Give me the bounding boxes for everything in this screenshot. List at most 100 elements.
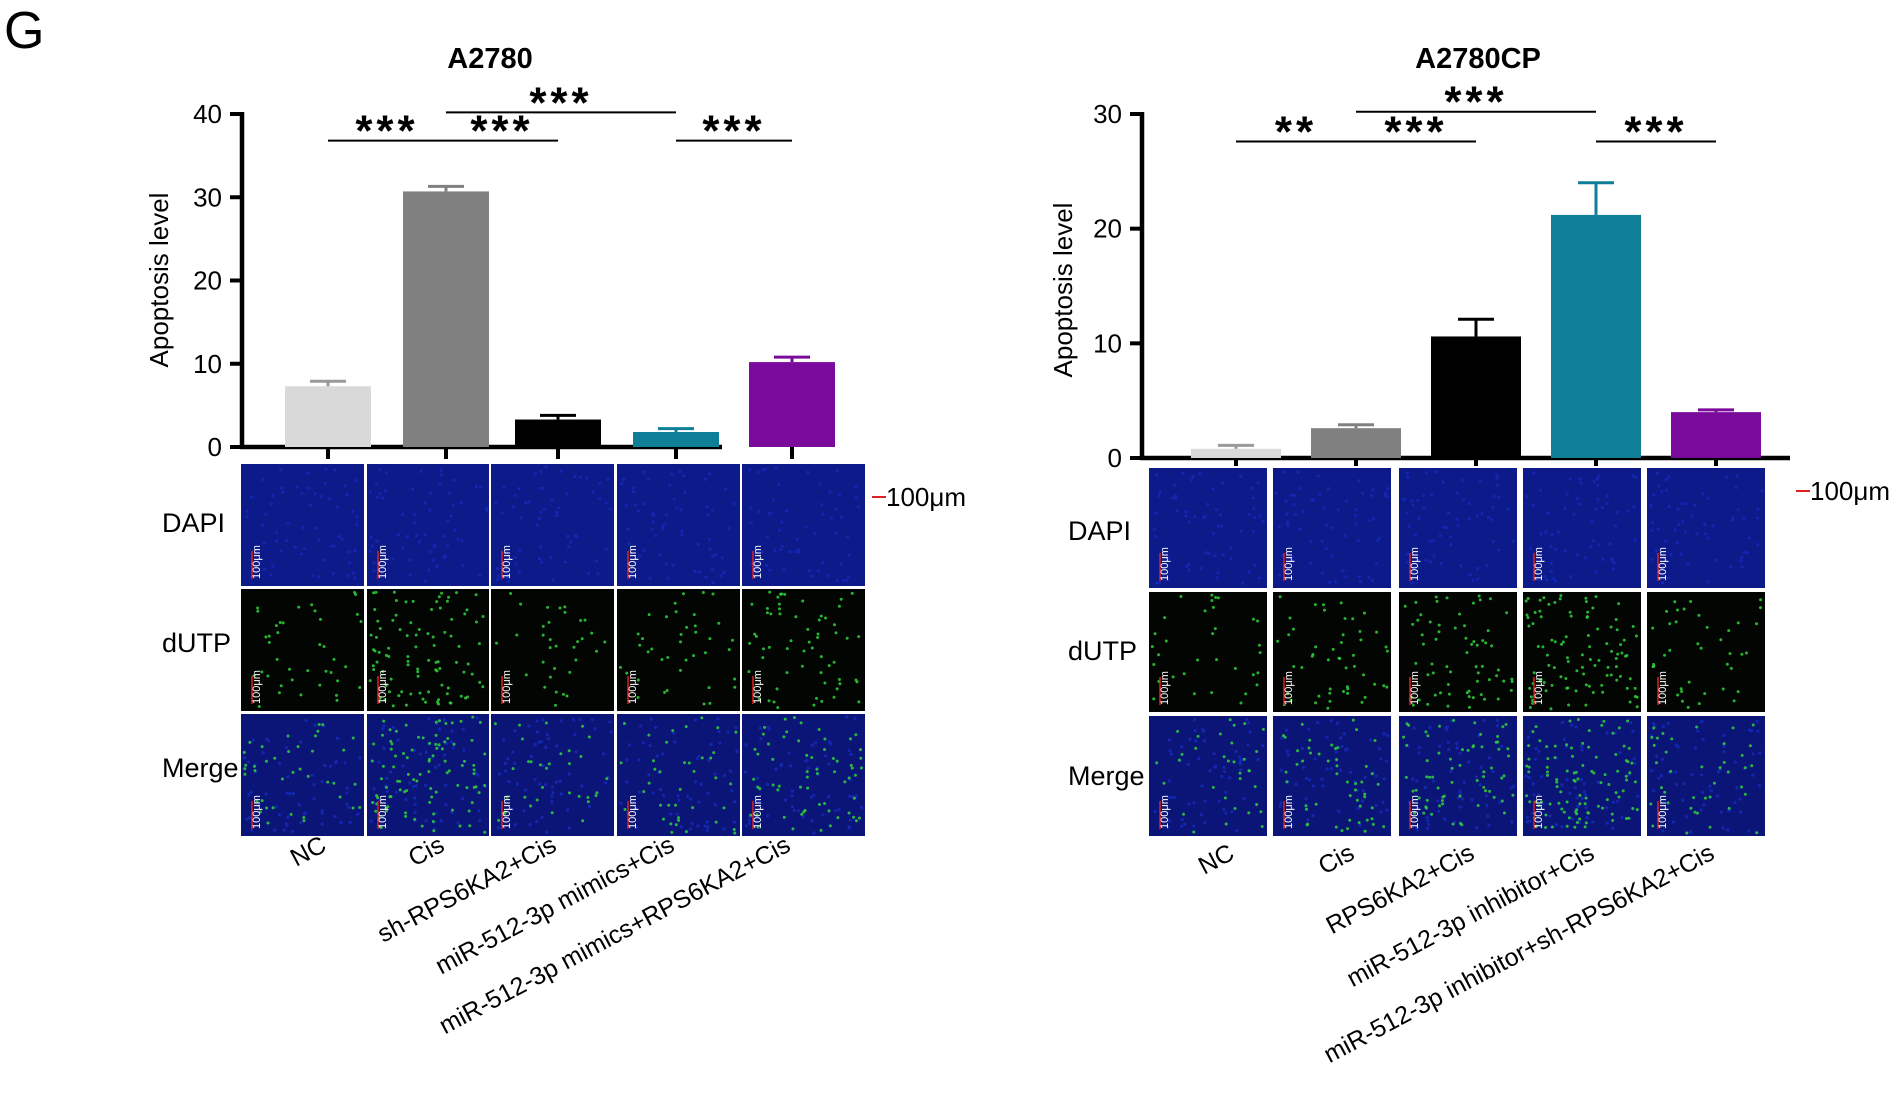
apoptotic-dot xyxy=(1719,638,1723,642)
micrograph-merge-3: 100μm xyxy=(489,712,616,838)
nucleus-dot xyxy=(1738,797,1742,801)
apoptotic-dot xyxy=(396,779,400,783)
apoptotic-dot xyxy=(1471,601,1475,605)
apoptotic-dot xyxy=(374,635,378,639)
nucleus-dot xyxy=(503,761,508,765)
nucleus-dot xyxy=(533,743,537,747)
apoptotic-dot xyxy=(858,748,862,752)
nucleus-dot xyxy=(1368,738,1373,742)
nucleus-dot xyxy=(1669,553,1673,557)
apoptotic-dot xyxy=(1572,778,1576,782)
nucleus-dot xyxy=(1736,508,1740,512)
nucleus-dot xyxy=(269,502,274,506)
nucleus-dot xyxy=(452,478,456,482)
apoptotic-dot xyxy=(1509,688,1513,692)
apoptotic-dot xyxy=(1238,777,1242,781)
apoptotic-dot xyxy=(404,814,408,818)
apoptotic-dot xyxy=(1439,691,1443,695)
apoptotic-dot xyxy=(1740,652,1744,656)
apoptotic-dot xyxy=(1588,645,1592,649)
apoptotic-dot xyxy=(1718,766,1722,770)
apoptotic-dot xyxy=(1584,796,1588,800)
nucleus-dot xyxy=(1240,581,1245,585)
nucleus-dot xyxy=(1183,510,1188,514)
micrograph-dutp-2: 100μm xyxy=(365,587,492,713)
nucleus-dot xyxy=(522,809,526,813)
nucleus-dot xyxy=(638,554,642,559)
apoptotic-dot xyxy=(1376,782,1380,786)
nucleus-dot xyxy=(1582,790,1586,794)
nucleus-dot xyxy=(744,743,748,747)
apoptotic-dot xyxy=(1560,807,1564,811)
apoptotic-dot xyxy=(1548,802,1552,806)
apoptotic-dot xyxy=(398,779,402,783)
apoptotic-dot xyxy=(647,781,651,785)
nucleus-dot xyxy=(1211,487,1215,491)
nucleus-dot xyxy=(1442,525,1446,529)
apoptotic-dot xyxy=(434,660,438,664)
apoptotic-dot xyxy=(1605,642,1609,646)
nucleus-dot xyxy=(461,563,465,568)
cell-scale-label: 100μm xyxy=(251,545,263,579)
apoptotic-dot xyxy=(281,621,285,625)
nucleus-dot xyxy=(343,761,347,765)
apoptotic-dot xyxy=(493,722,497,726)
nucleus-dot xyxy=(1565,778,1569,782)
nucleus-dot xyxy=(1671,820,1676,824)
nucleus-dot xyxy=(543,783,548,787)
nucleus-dot xyxy=(1688,830,1693,834)
nucleus-dot xyxy=(806,470,810,474)
nucleus-dot xyxy=(1690,514,1694,518)
apoptotic-dot xyxy=(405,756,409,760)
nucleus-dot xyxy=(1649,504,1653,508)
apoptotic-dot xyxy=(1232,760,1236,764)
nucleus-dot xyxy=(567,826,571,830)
apoptotic-dot xyxy=(1555,777,1559,781)
nucleus-dot xyxy=(429,491,433,495)
nucleus-dot xyxy=(1203,799,1207,803)
nucleus-dot xyxy=(1449,769,1453,773)
nucleus-dot xyxy=(1328,580,1332,585)
apoptotic-dot xyxy=(1490,766,1494,770)
nucleus-dot xyxy=(408,781,412,785)
nucleus-dot xyxy=(391,557,395,561)
apoptotic-dot xyxy=(472,768,476,772)
apoptotic-dot xyxy=(1622,638,1626,642)
nucleus-dot xyxy=(1679,552,1683,556)
nucleus-dot xyxy=(539,470,543,474)
apoptotic-dot xyxy=(1492,795,1496,799)
nucleus-dot xyxy=(1247,512,1251,516)
nucleus-dot xyxy=(1747,829,1751,833)
cell-scale-label: 100μm xyxy=(377,795,389,829)
nucleus-dot xyxy=(353,478,357,483)
nucleus-dot xyxy=(795,537,799,541)
nucleus-dot xyxy=(1166,825,1170,829)
apoptotic-dot xyxy=(1526,596,1530,600)
apoptotic-dot xyxy=(1575,669,1579,673)
nucleus-dot xyxy=(679,508,683,512)
nucleus-dot xyxy=(853,716,857,720)
apoptotic-dot xyxy=(1475,643,1479,647)
nucleus-dot xyxy=(696,824,700,828)
apoptotic-dot xyxy=(1592,771,1596,775)
nucleus-dot xyxy=(528,822,532,827)
nucleus-dot xyxy=(1308,561,1313,565)
nucleus-dot xyxy=(1417,751,1421,755)
nucleus-dot xyxy=(647,773,651,777)
apoptotic-dot xyxy=(1545,773,1549,777)
nucleus-dot xyxy=(1563,506,1567,511)
apoptotic-dot xyxy=(775,687,779,691)
apoptotic-dot xyxy=(1600,723,1604,727)
nucleus-dot xyxy=(1213,554,1217,558)
nucleus-dot xyxy=(514,562,518,566)
apoptotic-dot xyxy=(1479,732,1483,736)
y-tick-label: 0 xyxy=(1108,443,1122,473)
apoptotic-dot xyxy=(1727,629,1731,633)
apoptotic-dot xyxy=(1693,810,1697,814)
nucleus-dot xyxy=(1360,799,1365,803)
nucleus-dot xyxy=(423,579,427,583)
apoptotic-dot xyxy=(1422,811,1426,815)
nucleus-dot xyxy=(664,513,668,517)
apoptotic-dot xyxy=(574,658,578,662)
apoptotic-dot xyxy=(1414,661,1418,665)
